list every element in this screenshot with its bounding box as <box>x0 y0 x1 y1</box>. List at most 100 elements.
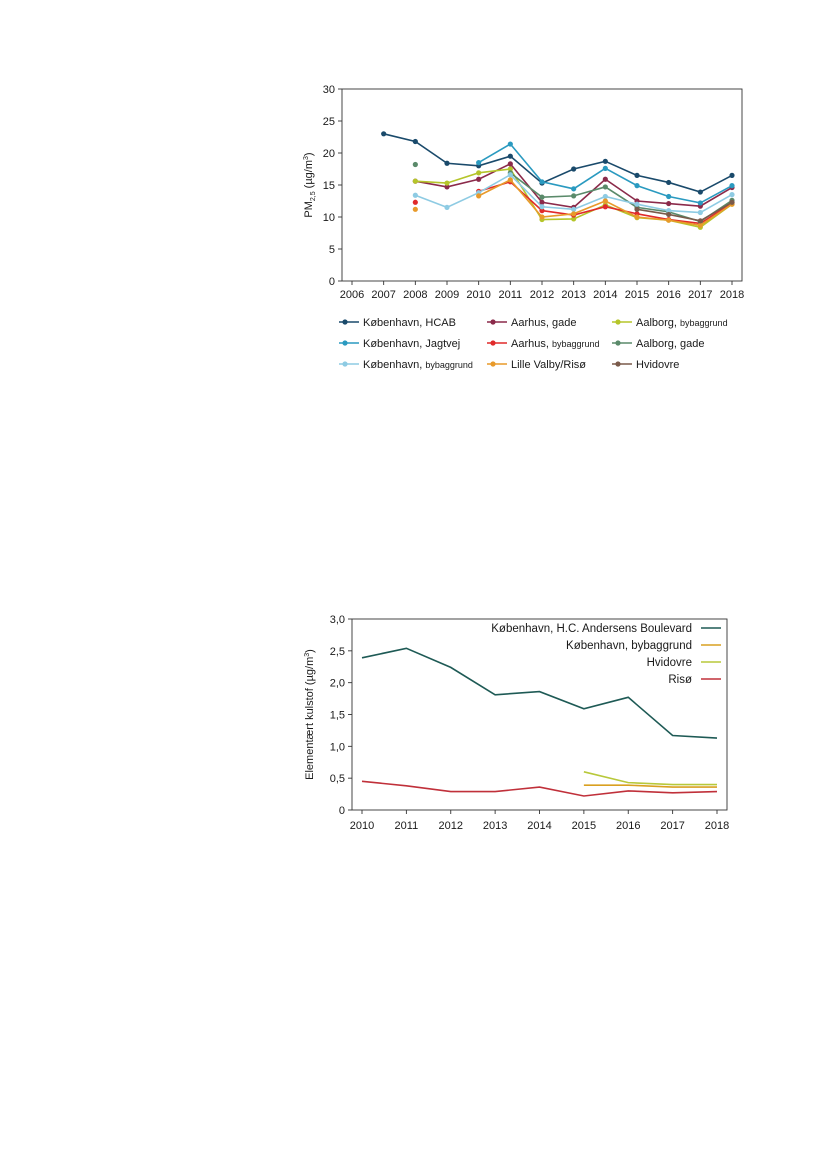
data-point <box>412 138 418 145</box>
data-point <box>539 199 545 205</box>
series-line <box>583 784 717 788</box>
series-line <box>361 647 718 739</box>
elemental-carbon-chart: 0 0,5 1,0 1,5 2,0 2,5 3,0 2010 2011 2012 2013 2014 2… <box>304 614 729 832</box>
data-point <box>729 192 735 198</box>
label-part: København, <box>363 359 425 371</box>
y-tick-label: 0 <box>339 805 345 817</box>
data-point <box>476 176 482 182</box>
data-point <box>476 160 482 166</box>
label-part: bybaggrund <box>425 360 473 370</box>
y-tick-label: 0 <box>329 276 335 288</box>
data-point <box>729 199 735 205</box>
data-point <box>381 131 387 137</box>
y-tick-label: 1,5 <box>330 710 345 722</box>
data-point <box>539 179 545 185</box>
label-part: 3 <box>303 156 310 160</box>
x-tick-label: 2013 <box>561 289 585 301</box>
data-point <box>476 193 482 199</box>
x-tick-label: 2007 <box>371 289 395 301</box>
legend-label: Aarhus, bybaggrund <box>511 338 600 350</box>
y-tick-label: 1,0 <box>330 741 345 753</box>
data-point <box>634 172 640 178</box>
y-axis-label: PM2,5 (µg/m3) <box>303 152 317 217</box>
data-point <box>539 194 545 200</box>
x-tick-label: 2018 <box>720 289 744 301</box>
y-tick-label: 0,5 <box>330 773 345 785</box>
x-tick-label: 2010 <box>350 820 374 832</box>
y-tick-label: 3,0 <box>330 614 345 626</box>
y-tick-label: 15 <box>323 180 335 192</box>
legend-label: Lille Valby/Risø <box>511 359 586 371</box>
series-line <box>636 201 733 222</box>
data-point <box>444 184 450 190</box>
data-point <box>571 166 577 172</box>
data-point <box>697 189 703 195</box>
data-point <box>634 214 640 220</box>
legend-marker <box>490 361 496 367</box>
data-point <box>507 177 513 183</box>
data-point <box>602 158 608 164</box>
data-point <box>476 170 482 176</box>
data-point <box>602 176 608 182</box>
y-tick-label: 5 <box>329 244 335 256</box>
data-point <box>697 218 703 224</box>
label-part: Lille Valby/Risø <box>511 359 586 371</box>
data-point <box>444 160 450 166</box>
legend-label: Aarhus, gade <box>511 317 576 329</box>
x-tick-label: 2016 <box>616 820 640 832</box>
legend-label: Hvidovre <box>647 657 692 669</box>
data-point <box>602 198 608 204</box>
data-point <box>571 206 577 212</box>
data-point <box>666 200 672 207</box>
data-point <box>507 153 513 159</box>
x-tick-label: 2012 <box>439 820 463 832</box>
x-tick-label: 2013 <box>483 820 507 832</box>
data-point <box>666 179 672 186</box>
label-part: Aalborg, <box>636 317 680 329</box>
y-tick-label: 2,5 <box>330 646 345 658</box>
data-point <box>412 161 418 168</box>
data-point <box>571 211 577 217</box>
data-point <box>634 206 640 212</box>
data-point <box>507 161 513 167</box>
legend-label: København, Jagtvej <box>363 338 460 350</box>
legend-label: Aalborg, bybaggrund <box>636 317 728 329</box>
legend-marker <box>615 340 621 346</box>
x-tick-label: 2016 <box>656 289 680 301</box>
legend-label: København, H.C. Andersens Boulevard <box>491 623 692 635</box>
data-point <box>729 183 735 189</box>
data-point <box>507 166 513 172</box>
legend-label: København, HCAB <box>363 317 456 329</box>
y-tick-label: 30 <box>323 84 335 96</box>
x-tick-label: 2017 <box>688 289 712 301</box>
label-part: 2,5 <box>310 191 317 201</box>
label-part: bybaggrund <box>680 318 728 328</box>
legend-label: København, bybaggrund <box>566 640 692 652</box>
data-point <box>697 209 703 216</box>
label-part: ) <box>304 649 316 653</box>
data-point <box>412 192 418 198</box>
x-tick-label: 2012 <box>530 289 554 301</box>
label-part: Aarhus, <box>511 338 552 350</box>
y-tick-label: 10 <box>323 212 335 224</box>
data-point <box>571 193 577 199</box>
data-point <box>666 217 672 223</box>
x-tick-label: 2006 <box>340 289 364 301</box>
data-point <box>602 204 608 210</box>
data-point <box>507 141 513 147</box>
data-point <box>697 222 703 228</box>
data-point <box>602 165 608 171</box>
series-line <box>361 780 718 797</box>
label-part: Aalborg, gade <box>636 338 705 350</box>
legend-label: Aalborg, gade <box>636 338 705 350</box>
data-point <box>697 200 703 206</box>
data-point <box>444 180 450 186</box>
data-point <box>507 172 513 178</box>
label-part: Elementært kulstof (µg/m <box>304 657 316 780</box>
label-part: København, HCAB <box>363 317 456 329</box>
y-tick-label: 2,0 <box>330 678 345 690</box>
legend-marker <box>615 319 621 325</box>
legend-marker <box>342 340 348 346</box>
legend-marker <box>490 340 496 346</box>
